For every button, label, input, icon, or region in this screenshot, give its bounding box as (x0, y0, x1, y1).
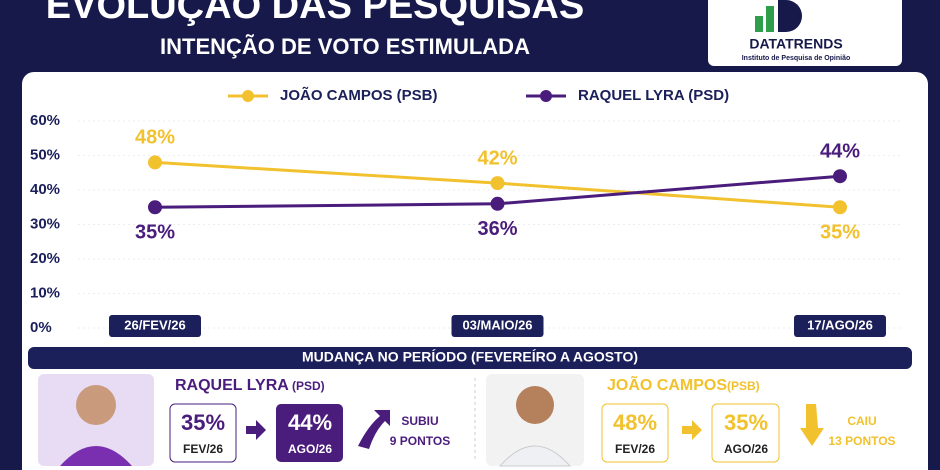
value-label: 48% (135, 127, 175, 149)
arrow (682, 420, 702, 440)
value-label: 35% (820, 222, 860, 244)
legend-dot (540, 90, 552, 102)
to-box (711, 403, 780, 463)
point (148, 200, 162, 215)
from-box (169, 403, 237, 463)
y-tick-label: 0% (30, 319, 52, 336)
logo-name: DATATRENDS (749, 36, 842, 52)
down-icon (800, 404, 824, 446)
points: 9 PONTOS (390, 434, 450, 448)
x-tick-label: 26/FEV/26 (124, 317, 185, 332)
arrow (246, 420, 266, 440)
x-tick-label: 03/MAIO/26 (462, 317, 532, 332)
value-label: 35% (135, 222, 175, 244)
photo-body (60, 446, 132, 466)
card-name: JOÃO CAMPOS (607, 374, 727, 394)
point (148, 155, 162, 170)
y-tick-label: 30% (30, 215, 60, 232)
y-tick-label: 50% (30, 146, 60, 163)
y-tick-label: 20% (30, 250, 60, 267)
legend-dot (242, 90, 254, 102)
to-box (276, 404, 343, 462)
change: CAIU (847, 414, 876, 428)
to-value: 35% (724, 410, 768, 435)
y-tick-label: 10% (30, 284, 60, 301)
summary-title: MUDANÇA NO PERÍODO (FEVEREÍRO A AGOSTO) (302, 349, 638, 365)
card (22, 72, 928, 470)
photo-body (498, 445, 572, 467)
card-name: RAQUEL LYRA (175, 377, 289, 394)
title: EVOLUÇÃO DAS PESQUISAS (46, 0, 584, 27)
point (833, 169, 847, 184)
to-label: AGO/26 (288, 442, 332, 456)
up-icon (358, 410, 390, 449)
points: 13 PONTOS (828, 434, 895, 448)
from-label: FEV/26 (183, 442, 223, 456)
card-party: (PSB) (727, 379, 760, 393)
change: SUBIU (401, 414, 438, 428)
logo-icon (755, 0, 802, 32)
value-label: 42% (477, 147, 517, 169)
point (490, 176, 505, 191)
from-box (601, 403, 669, 463)
from-value: 48% (613, 410, 657, 435)
value-label: 36% (477, 218, 517, 240)
category-pill (109, 315, 201, 337)
legend-label: JOÃO CAMPOS (PSB) (280, 86, 438, 104)
from-value: 35% (181, 410, 225, 435)
photo-face (516, 386, 554, 424)
category-pill (794, 315, 886, 337)
point (833, 200, 847, 215)
to-label: AGO/26 (724, 442, 768, 456)
subtitle: INTENÇÃO DE VOTO ESTIMULADA (160, 34, 530, 59)
summary-header (28, 347, 912, 369)
from-label: FEV/26 (615, 442, 655, 456)
chart: 0% 10% 20% 30% 40% 50% 60% 26/FEV/26 03/MAIO/26 1… (30, 86, 900, 337)
x-tick-label: 17/AGO/26 (807, 317, 873, 332)
y-tick-label: 60% (30, 112, 60, 129)
logo-tagline: Instituto de Pesquisa de Opinião (742, 55, 851, 62)
to-value: 44% (288, 410, 332, 435)
y-tick-label: 40% (30, 181, 60, 198)
legend-label: RAQUEL LYRA (PSD) (578, 87, 729, 104)
card-party: (PSD) (292, 379, 325, 393)
category-pill (451, 315, 544, 337)
value-label: 44% (820, 140, 860, 162)
point (490, 196, 505, 211)
photo-face (76, 385, 116, 425)
